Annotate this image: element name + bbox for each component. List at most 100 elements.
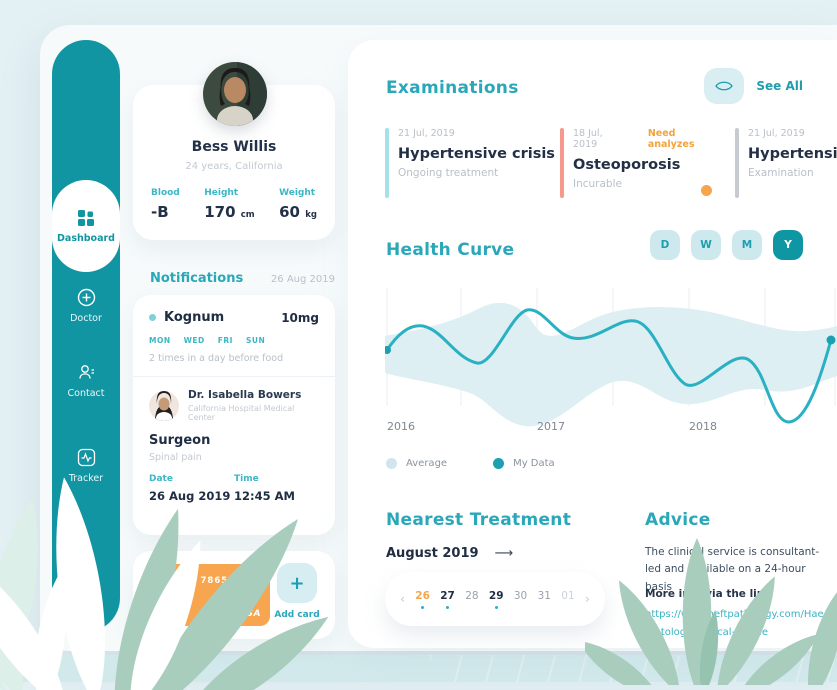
accent-bar bbox=[560, 128, 564, 198]
card-number: 5 4645 7865 5 bbox=[158, 576, 240, 586]
rays-decoration bbox=[430, 655, 837, 682]
doctor-hospital: California Hospital Medical Center bbox=[188, 404, 295, 422]
add-card-label: Add card bbox=[274, 610, 320, 620]
main-panel: Examinations See All 21 Jul, 2019 Hypert… bbox=[348, 40, 837, 648]
person-icon bbox=[78, 365, 94, 379]
year-tick: 2017 bbox=[537, 420, 565, 433]
exam-title: Hypertensive crisis bbox=[398, 146, 555, 162]
medication-name: Kognum bbox=[164, 310, 225, 325]
accent-bar bbox=[735, 128, 739, 198]
medication-days: MON WED FRI SUN bbox=[149, 336, 266, 345]
chevron-right-icon[interactable]: › bbox=[584, 592, 590, 606]
eye-icon bbox=[715, 81, 734, 91]
range-month-button[interactable]: M bbox=[732, 230, 762, 260]
stat-height: Height 170 cm bbox=[204, 188, 255, 221]
medication-note: 2 times in a day before food bbox=[149, 353, 284, 364]
average-legend-dot bbox=[386, 458, 397, 469]
date-label: Date bbox=[149, 474, 173, 484]
exam-subtitle: Ongoing treatment bbox=[398, 167, 499, 179]
calendar-day[interactable]: 30 bbox=[513, 589, 528, 602]
range-selector: D W M Y bbox=[650, 230, 803, 260]
bottom-strip bbox=[0, 655, 837, 682]
sidebar-item-label: Tracker bbox=[68, 473, 104, 484]
nearest-treatment-title: Nearest Treatment bbox=[386, 510, 572, 530]
examination-card[interactable]: 18 Jul, 2019 Need analyzes Osteoporosis … bbox=[560, 128, 720, 198]
plus-icon: + bbox=[289, 572, 305, 594]
calendar-day[interactable]: 29 bbox=[489, 590, 504, 609]
notifications-card: Kognum 10mg MON WED FRI SUN 2 times in a… bbox=[133, 295, 335, 535]
status-dot bbox=[701, 185, 712, 196]
exam-title: Osteoporosis bbox=[573, 157, 681, 173]
sidebar-item-tracker[interactable]: Tracker bbox=[52, 448, 120, 484]
year-tick: 2018 bbox=[689, 420, 717, 433]
divider bbox=[133, 376, 335, 377]
exam-tag: Need analyzes bbox=[647, 128, 695, 150]
calendar-strip: ‹ 26 27 28 29 30 31 01 › bbox=[385, 572, 605, 626]
advice-link[interactable]: https://www.heftpathology.com/Haematolog… bbox=[645, 609, 824, 638]
range-day-button[interactable]: D bbox=[650, 230, 680, 260]
average-band bbox=[385, 302, 837, 427]
range-week-button[interactable]: W bbox=[691, 230, 721, 260]
stat-weight: Weight 60 kg bbox=[279, 188, 317, 221]
doctor-avatar bbox=[149, 390, 179, 421]
medication-row[interactable]: Kognum 10mg bbox=[149, 310, 319, 325]
appointment-reason: Spinal pain bbox=[149, 452, 202, 463]
accent-bar bbox=[385, 128, 389, 198]
appointment-time: 12:45 AM bbox=[234, 489, 295, 503]
health-curve-title: Health Curve bbox=[386, 240, 515, 260]
exam-subtitle: Incurable bbox=[573, 178, 622, 190]
chart-legend: Average My Data bbox=[386, 458, 555, 469]
avatar bbox=[203, 62, 267, 126]
doctor-row[interactable]: Dr. Isabella Bowers California Hospital … bbox=[149, 389, 319, 422]
profile-stats: Blood -B Height 170 cm Weight 60 kg bbox=[133, 172, 335, 221]
mydata-legend-dot bbox=[493, 458, 505, 469]
arrow-right-icon[interactable]: ⟶ bbox=[494, 546, 514, 561]
chevron-left-icon[interactable]: ‹ bbox=[400, 592, 405, 606]
sidebar-item-label: Dashboard bbox=[57, 232, 115, 244]
medication-dot bbox=[149, 314, 156, 321]
calendar-day[interactable]: 27 bbox=[440, 590, 455, 609]
pulse-icon bbox=[77, 448, 95, 467]
exam-date: 21 Jul, 2019 bbox=[748, 128, 805, 139]
appointment-datetime: Date 26 Aug 2019 Time 12:45 AM bbox=[149, 474, 319, 503]
payment-section: 5 4645 7865 5 Willis VISA + Add card bbox=[133, 551, 335, 639]
notifications-header: Notifications 26 Aug 2019 bbox=[150, 271, 335, 286]
grid-icon bbox=[78, 209, 94, 226]
year-tick: 2016 bbox=[387, 420, 415, 433]
visa-logo: VISA bbox=[235, 609, 261, 619]
profile-subtitle: 24 years, California bbox=[185, 161, 283, 172]
card-holder: Willis bbox=[158, 611, 177, 619]
see-all-label: See All bbox=[756, 79, 803, 93]
range-year-button[interactable]: Y bbox=[773, 230, 803, 260]
my-data-line bbox=[385, 308, 833, 424]
health-curve-chart: 2016 2017 2018 bbox=[383, 288, 837, 440]
sidebar: Dashboard Doctor Contact Tracker bbox=[52, 40, 120, 632]
sidebar-item-dashboard[interactable]: Dashboard bbox=[52, 180, 120, 272]
notifications-title: Notifications bbox=[150, 271, 244, 286]
sidebar-item-contact[interactable]: Contact bbox=[52, 363, 120, 399]
appointment-date: 26 Aug 2019 bbox=[149, 489, 231, 503]
exam-title: Hypertensive bbox=[748, 146, 837, 162]
advice-title: Advice bbox=[645, 510, 711, 530]
notifications-date: 26 Aug 2019 bbox=[270, 274, 335, 285]
stat-blood: Blood -B bbox=[151, 188, 180, 221]
calendar-day[interactable]: 26 bbox=[415, 590, 430, 609]
average-legend-label: Average bbox=[406, 458, 448, 469]
sidebar-item-label: Doctor bbox=[70, 313, 102, 324]
exam-date: 18 Jul, 2019 bbox=[573, 128, 603, 150]
credit-card[interactable]: 5 4645 7865 5 Willis VISA bbox=[149, 564, 270, 626]
calendar-day[interactable]: 01 bbox=[561, 589, 575, 602]
advice-more-info: More info via the link bbox=[645, 588, 772, 600]
see-all-button[interactable]: See All bbox=[704, 68, 803, 104]
profile-name: Bess Willis bbox=[191, 139, 277, 155]
sidebar-item-doctor[interactable]: Doctor bbox=[52, 288, 120, 324]
exam-date: 21 Jul, 2019 bbox=[398, 128, 455, 139]
add-card-button[interactable]: + Add card bbox=[273, 563, 321, 620]
examination-card[interactable]: 21 Jul, 2019 Hypertensive Examination bbox=[735, 128, 837, 198]
doctor-name: Dr. Isabella Bowers bbox=[188, 389, 302, 401]
month-label: August 2019 bbox=[386, 546, 479, 561]
sidebar-item-label: Contact bbox=[67, 388, 105, 399]
examination-card[interactable]: 21 Jul, 2019 Hypertensive crisis Ongoing… bbox=[385, 128, 555, 198]
calendar-day[interactable]: 28 bbox=[465, 589, 479, 602]
calendar-day[interactable]: 31 bbox=[537, 589, 551, 602]
